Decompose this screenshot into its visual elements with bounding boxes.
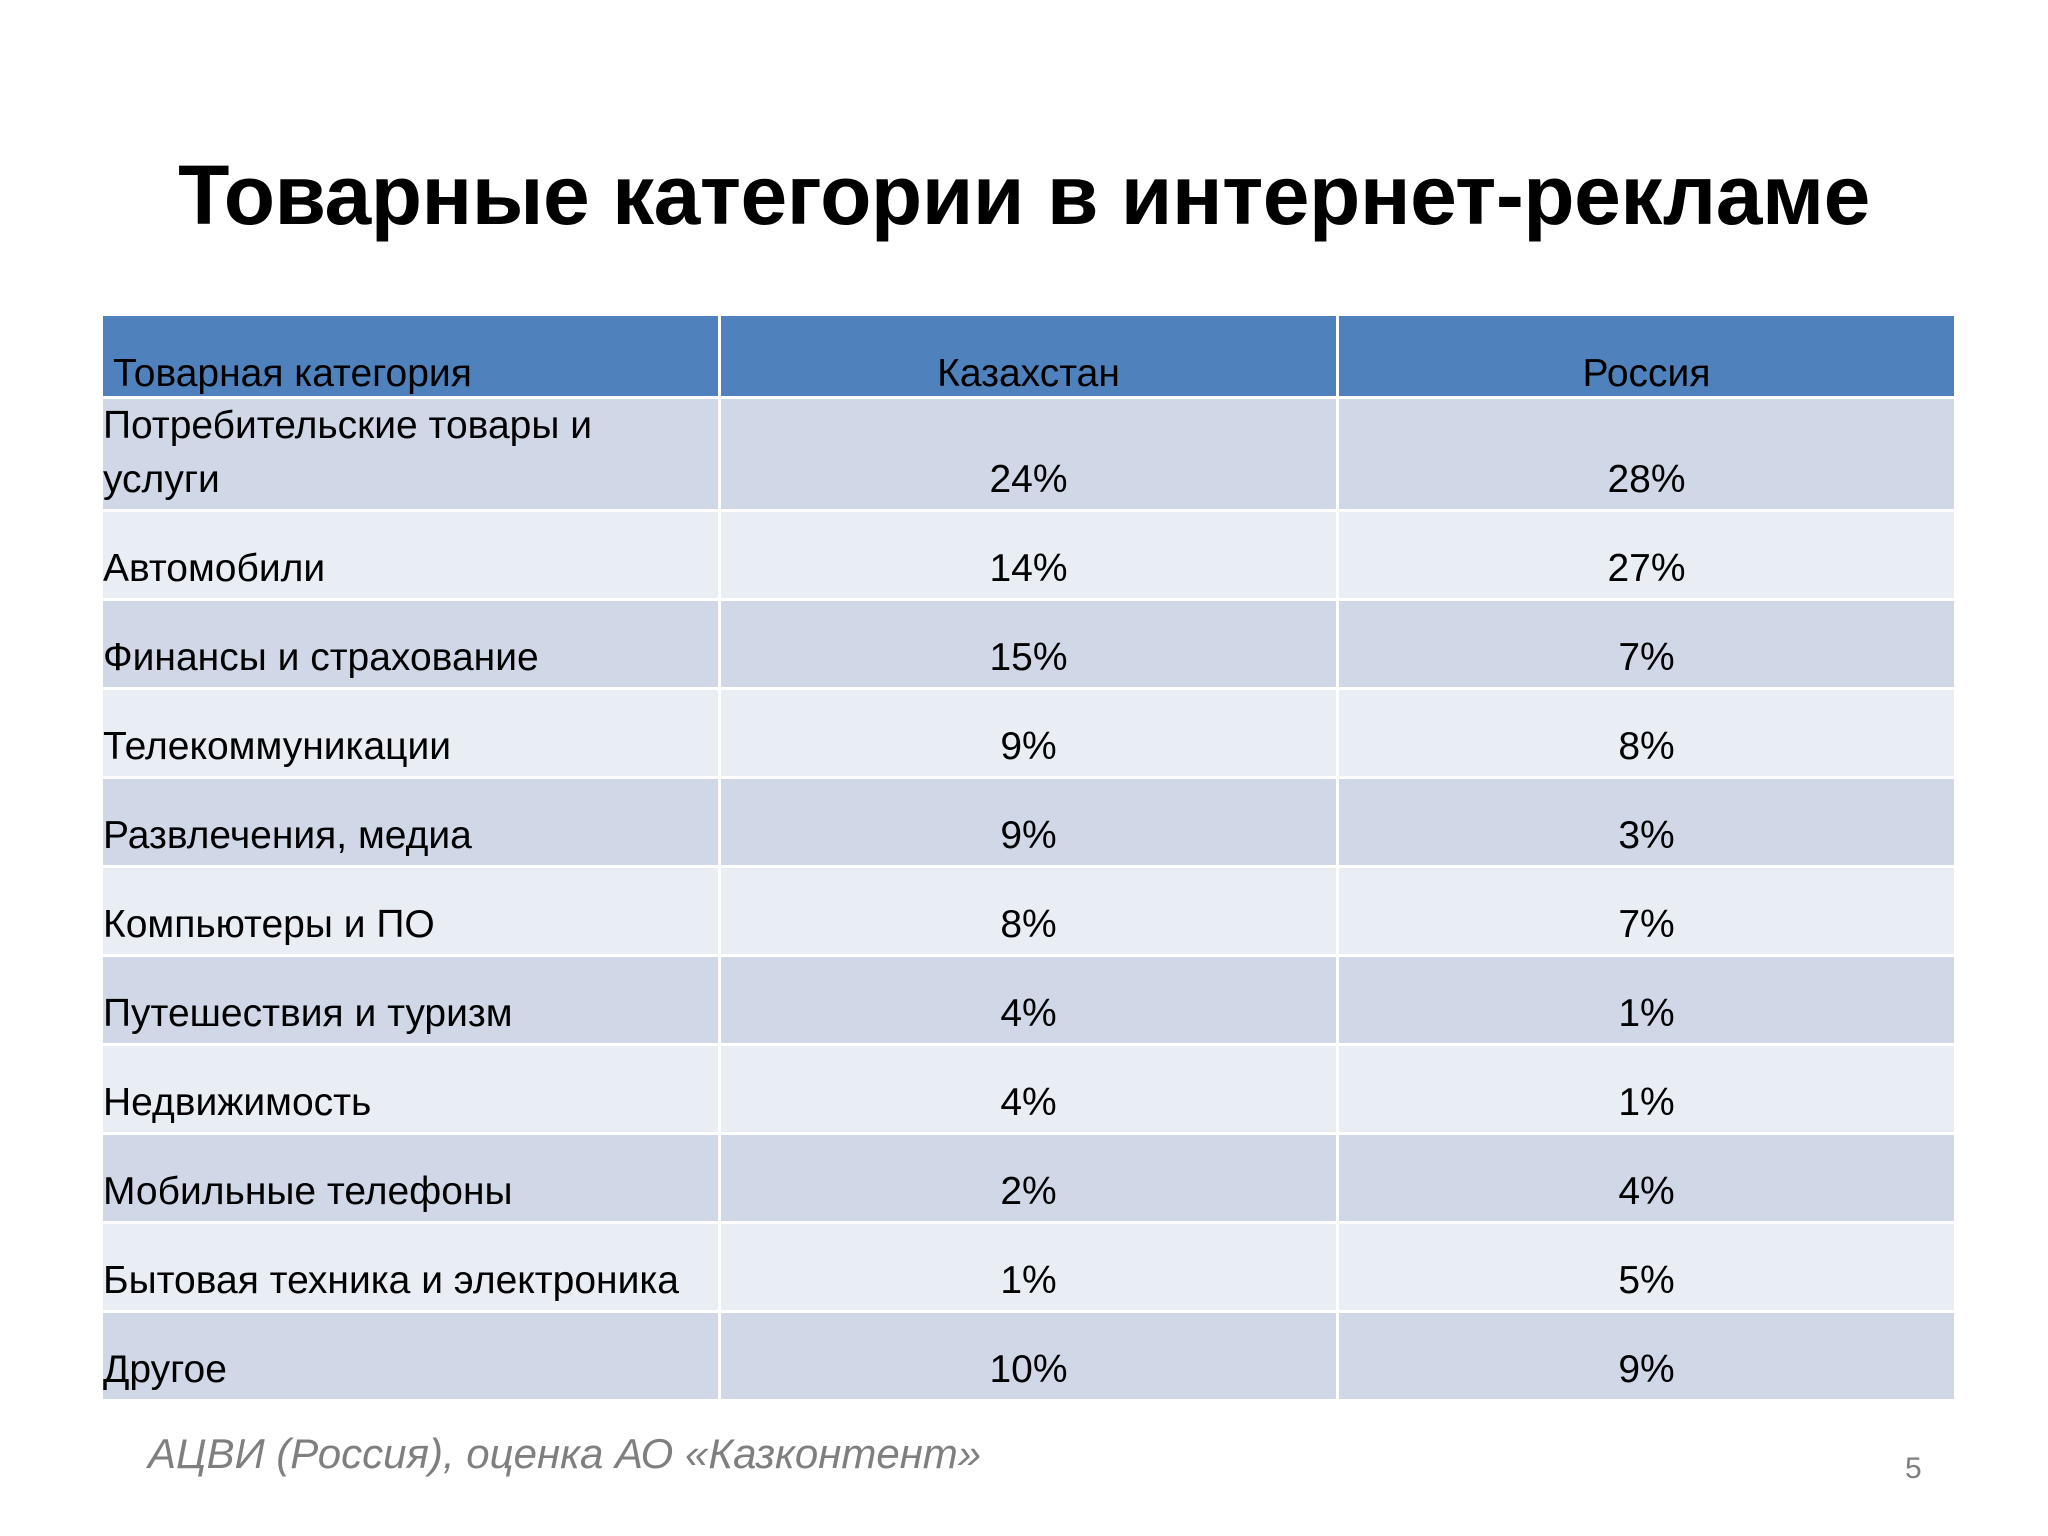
category-table: Товарная категория Казахстан Россия Потр… xyxy=(100,313,1957,1402)
category-cell: Бытовая техника и электроника xyxy=(103,1224,718,1310)
table-row: Бытовая техника и электроника 1% 5% xyxy=(103,1224,1954,1310)
table-row: Телекоммуникации 9% 8% xyxy=(103,690,1954,776)
russia-cell: 28% xyxy=(1339,399,1954,509)
category-cell: Автомобили xyxy=(103,512,718,598)
russia-cell: 8% xyxy=(1339,690,1954,776)
category-cell: Мобильные телефоны xyxy=(103,1135,718,1221)
category-cell: Развлечения, медиа xyxy=(103,779,718,865)
kazakhstan-cell: 8% xyxy=(721,868,1336,954)
table-header-row: Товарная категория Казахстан Россия xyxy=(103,316,1954,396)
russia-cell: 1% xyxy=(1339,957,1954,1043)
category-cell: Недвижимость xyxy=(103,1046,718,1132)
category-cell: Финансы и страхование xyxy=(103,601,718,687)
russia-cell: 1% xyxy=(1339,1046,1954,1132)
kazakhstan-cell: 1% xyxy=(721,1224,1336,1310)
table-row: Мобильные телефоны 2% 4% xyxy=(103,1135,1954,1221)
kazakhstan-cell: 2% xyxy=(721,1135,1336,1221)
russia-cell: 7% xyxy=(1339,868,1954,954)
category-cell: Путешествия и туризм xyxy=(103,957,718,1043)
kazakhstan-cell: 10% xyxy=(721,1313,1336,1399)
header-russia: Россия xyxy=(1339,316,1954,396)
russia-cell: 5% xyxy=(1339,1224,1954,1310)
russia-cell: 7% xyxy=(1339,601,1954,687)
category-cell: Потребительские товары и услуги xyxy=(103,399,718,509)
table-row: Путешествия и туризм 4% 1% xyxy=(103,957,1954,1043)
kazakhstan-cell: 9% xyxy=(721,690,1336,776)
source-note: АЦВИ (Россия), оценка АО «Казконтент» xyxy=(148,1430,982,1477)
table-row: Автомобили 14% 27% xyxy=(103,512,1954,598)
table-row: Недвижимость 4% 1% xyxy=(103,1046,1954,1132)
table-row: Финансы и страхование 15% 7% xyxy=(103,601,1954,687)
kazakhstan-cell: 24% xyxy=(721,399,1336,509)
kazakhstan-cell: 9% xyxy=(721,779,1336,865)
category-cell: Компьютеры и ПО xyxy=(103,868,718,954)
kazakhstan-cell: 15% xyxy=(721,601,1336,687)
kazakhstan-cell: 4% xyxy=(721,957,1336,1043)
russia-cell: 9% xyxy=(1339,1313,1954,1399)
slide-title: Товарные категории в интернет-рекламе xyxy=(178,148,1870,242)
russia-cell: 4% xyxy=(1339,1135,1954,1221)
russia-cell: 27% xyxy=(1339,512,1954,598)
category-label: Потребительские товары и услуги xyxy=(103,404,592,501)
page-number: 5 xyxy=(1905,1452,1922,1485)
table-row: Потребительские товары и услуги 24% 28% xyxy=(103,399,1954,509)
russia-cell: 3% xyxy=(1339,779,1954,865)
header-category: Товарная категория xyxy=(103,316,718,396)
header-kazakhstan: Казахстан xyxy=(721,316,1336,396)
category-cell: Другое xyxy=(103,1313,718,1399)
table-row: Развлечения, медиа 9% 3% xyxy=(103,779,1954,865)
table-row: Компьютеры и ПО 8% 7% xyxy=(103,868,1954,954)
category-cell: Телекоммуникации xyxy=(103,690,718,776)
kazakhstan-cell: 14% xyxy=(721,512,1336,598)
kazakhstan-cell: 4% xyxy=(721,1046,1336,1132)
table-row: Другое 10% 9% xyxy=(103,1313,1954,1399)
